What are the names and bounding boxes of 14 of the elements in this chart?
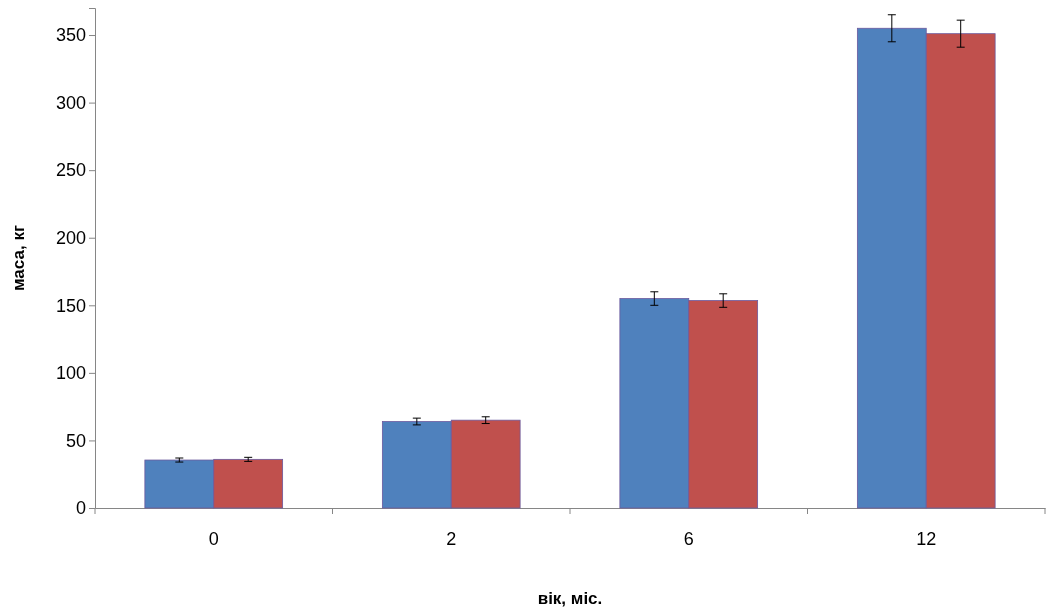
x-tick-label: 2 [446,528,457,549]
y-tick-label: 300 [55,92,86,113]
x-axis-title: вік, міс. [537,589,603,608]
x-tick-label: 6 [683,528,694,549]
y-axis-title: маса, кг [9,225,28,291]
y-tick-label: 0 [75,498,86,519]
y-tick-label: 200 [55,227,86,248]
y-tick-label: 350 [55,25,86,46]
y-tick-label: 250 [55,160,86,181]
y-tick-label: 150 [55,295,86,316]
y-tick-label: 100 [55,363,86,384]
x-tick-label: 12 [916,528,937,549]
y-tick-label: 50 [65,430,86,451]
x-tick-label: 0 [208,528,219,549]
